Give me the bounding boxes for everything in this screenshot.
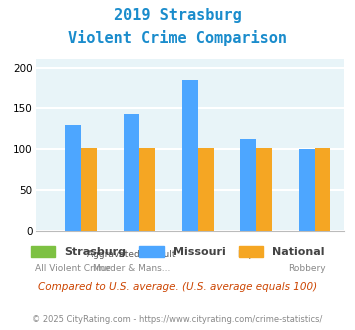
Bar — [299, 149, 315, 231]
Bar — [124, 114, 140, 231]
Text: Rape: Rape — [237, 250, 260, 259]
Bar — [256, 148, 272, 231]
Bar — [140, 148, 155, 231]
Bar — [81, 148, 97, 231]
Bar — [65, 125, 81, 231]
Text: All Violent Crime: All Violent Crime — [35, 264, 111, 273]
Text: Robbery: Robbery — [288, 264, 326, 273]
Text: © 2025 CityRating.com - https://www.cityrating.com/crime-statistics/: © 2025 CityRating.com - https://www.city… — [32, 315, 323, 324]
Bar — [315, 148, 330, 231]
Legend: Strasburg, Missouri, National: Strasburg, Missouri, National — [26, 242, 329, 261]
Text: Aggravated Assault: Aggravated Assault — [87, 250, 176, 259]
Bar — [198, 148, 214, 231]
Text: 2019 Strasburg: 2019 Strasburg — [114, 8, 241, 23]
Text: Violent Crime Comparison: Violent Crime Comparison — [68, 30, 287, 46]
Text: Murder & Mans...: Murder & Mans... — [93, 264, 170, 273]
Bar — [182, 80, 198, 231]
Bar — [240, 139, 256, 231]
Text: Compared to U.S. average. (U.S. average equals 100): Compared to U.S. average. (U.S. average … — [38, 282, 317, 292]
